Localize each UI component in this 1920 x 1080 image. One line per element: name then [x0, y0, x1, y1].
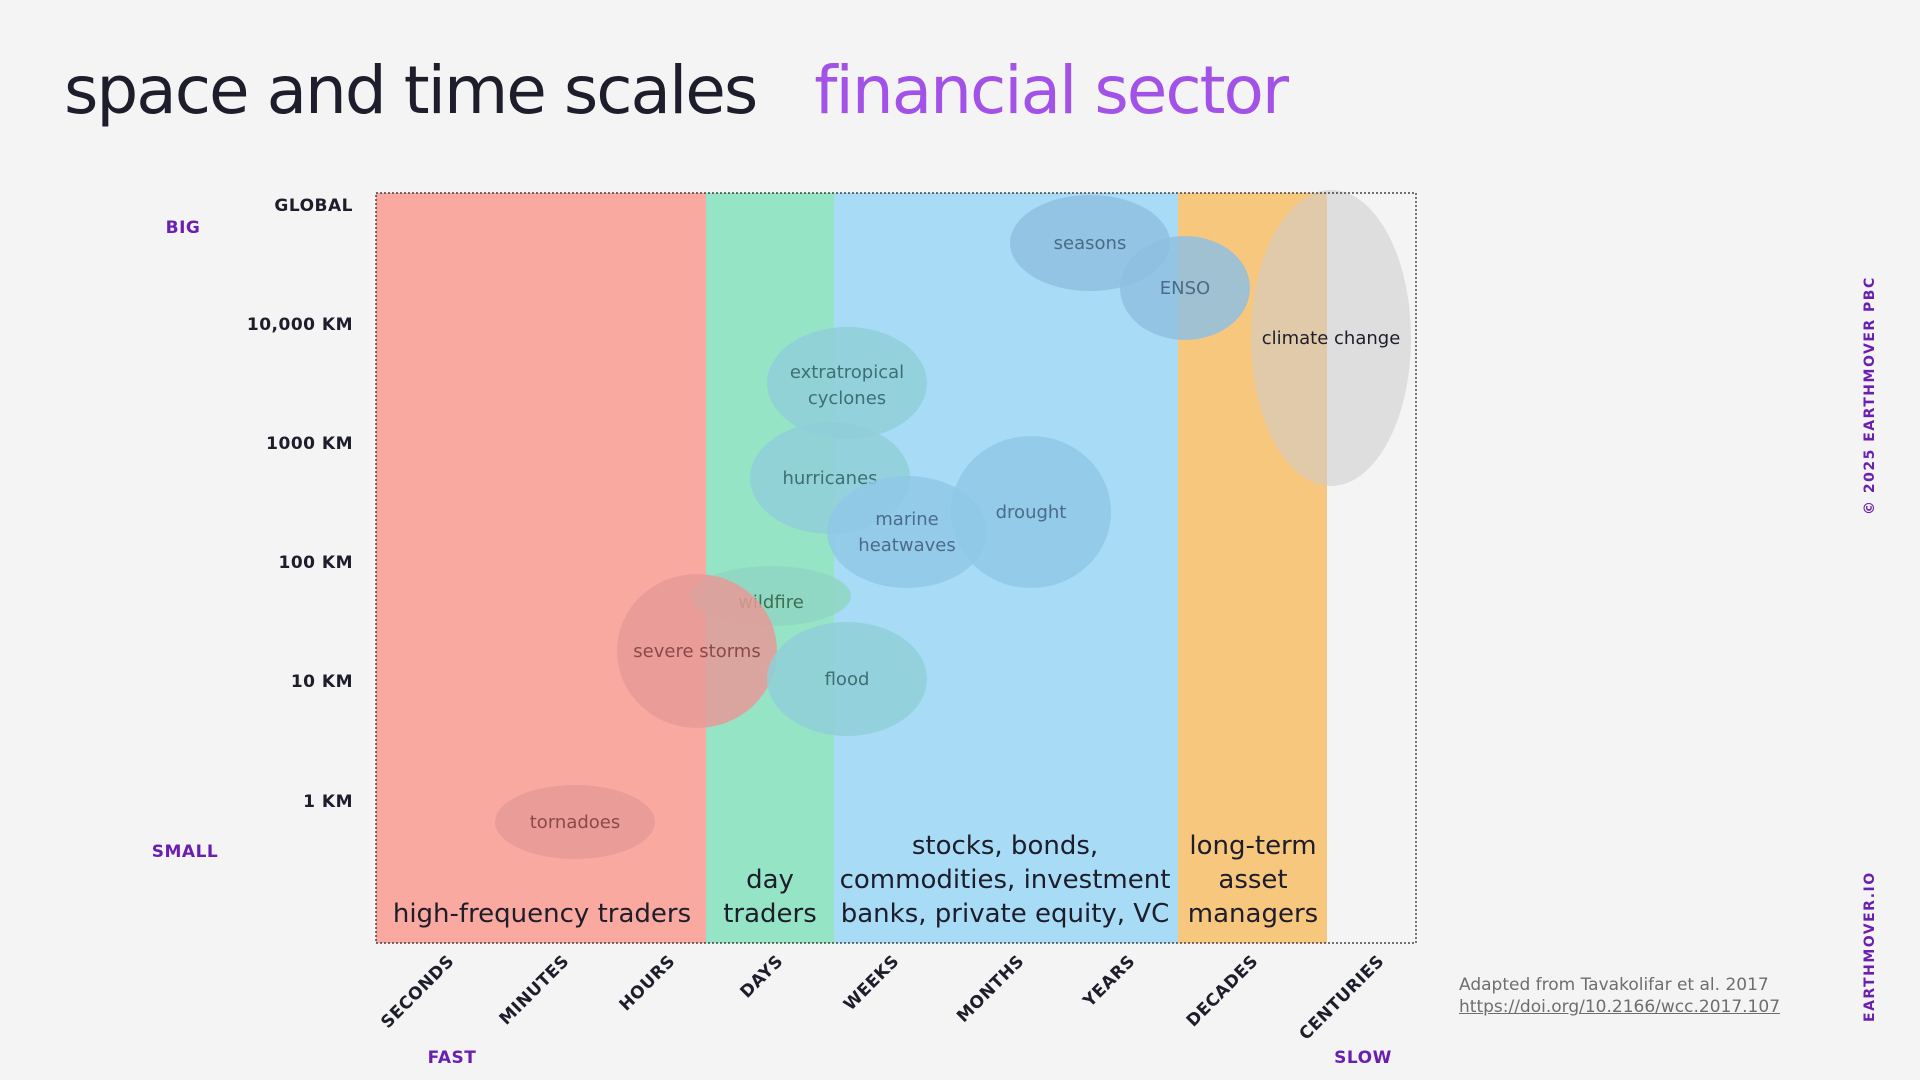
title-row: space and time scales financial sector: [64, 52, 1289, 129]
sector-label-3-line-2: commodities, investment: [840, 865, 1171, 895]
x-tick-label-centuries: CENTURIES: [1296, 951, 1389, 1044]
y-tick-label-100-km: 100 KM: [279, 553, 354, 573]
sector-label-4-line-3: managers: [1188, 899, 1318, 929]
x-axis-right-label: SLOW: [1334, 1048, 1392, 1068]
x-axis-left-label: FAST: [428, 1048, 477, 1068]
extratropical-cyclones-label-line-2: cyclones: [808, 388, 886, 409]
tornadoes-label: tornadoes: [530, 812, 620, 833]
enso-label: ENSO: [1160, 278, 1210, 299]
severe-storms-blob: [617, 574, 777, 728]
flood-label: flood: [825, 669, 870, 690]
flood-blob: [767, 622, 927, 736]
tornadoes-blob: [495, 785, 655, 859]
y-tick-label-1000-km: 1000 KM: [266, 434, 353, 454]
y-axis-bottom-label: SMALL: [152, 842, 218, 862]
climate-change-blob: [1251, 190, 1411, 486]
website-vertical[interactable]: EARTHMOVER.IO: [1862, 871, 1878, 1022]
diagram-frame: [375, 192, 1417, 944]
severe-storms-label: severe storms: [633, 641, 760, 662]
x-tick-label-seconds: SECONDS: [377, 951, 458, 1032]
y-axis-top-label: BIG: [166, 218, 201, 238]
copyright-vertical: © 2025 EARTHMOVER PBC: [1862, 276, 1878, 515]
marine-heatwaves-label-line-2: heatwaves: [858, 535, 955, 556]
sector-label-2-line-1: day: [746, 865, 794, 895]
x-tick-label-weeks: WEEKS: [840, 951, 904, 1015]
y-tick-label-1-km: 1 KM: [303, 792, 353, 812]
source-credit-text: Adapted from Tavakolifar et al. 2017: [1459, 975, 1769, 995]
sector-labels: high-frequency traders day traders stocks, …: [393, 831, 1318, 929]
sector-label-4-line-2: asset: [1218, 865, 1287, 895]
x-tick-label-minutes: MINUTES: [496, 951, 574, 1029]
extratropical-cyclones-blob: [767, 327, 927, 439]
sector-label-1-line-1: high-frequency traders: [393, 899, 691, 929]
sector-label-3-line-3: banks, private equity, VC: [841, 899, 1170, 929]
marine-heatwaves-blob: [827, 476, 987, 588]
y-tick-label-global: GLOBAL: [274, 196, 353, 216]
y-tick-label-10-km: 10 KM: [291, 672, 353, 692]
y-tick-label-10-000-km: 10,000 KM: [247, 315, 353, 335]
sector-label-4-line-1: long-term: [1189, 831, 1316, 861]
source-credit: Adapted from Tavakolifar et al. 2017 htt…: [1459, 974, 1780, 1018]
phenomena-blobs: seasons ENSO climate change extratropical cy…: [495, 190, 1411, 859]
seasons-label: seasons: [1054, 233, 1127, 254]
page-subtitle: financial sector: [814, 52, 1289, 129]
x-tick-label-decades: DECADES: [1183, 951, 1263, 1031]
drought-blob: [951, 436, 1111, 588]
enso-blob: [1120, 236, 1250, 340]
x-axis: SECONDS MINUTES HOURS DAYS WEEKS MONTHS YEARS D…: [377, 951, 1392, 1068]
x-tick-label-hours: HOURS: [616, 951, 680, 1015]
page-title: space and time scales: [64, 52, 758, 129]
x-tick-label-months: MONTHS: [953, 951, 1028, 1026]
climate-change-label: climate change: [1262, 328, 1401, 349]
y-axis: GLOBAL 10,000 KM 1000 KM 100 KM 10 KM 1 KM BIG…: [152, 196, 353, 862]
source-credit-link[interactable]: https://doi.org/10.2166/wcc.2017.107: [1459, 997, 1781, 1017]
drought-label: drought: [996, 502, 1067, 523]
extratropical-cyclones-label-line-1: extratropical: [790, 362, 904, 383]
sector-label-3-line-1: stocks, bonds,: [912, 831, 1098, 861]
x-tick-label-years: YEARS: [1079, 951, 1140, 1012]
hurricanes-label: hurricanes: [782, 468, 877, 489]
sector-label-2-line-2: traders: [723, 899, 817, 929]
x-tick-label-days: DAYS: [736, 951, 787, 1002]
marine-heatwaves-label-line-1: marine: [875, 509, 938, 530]
